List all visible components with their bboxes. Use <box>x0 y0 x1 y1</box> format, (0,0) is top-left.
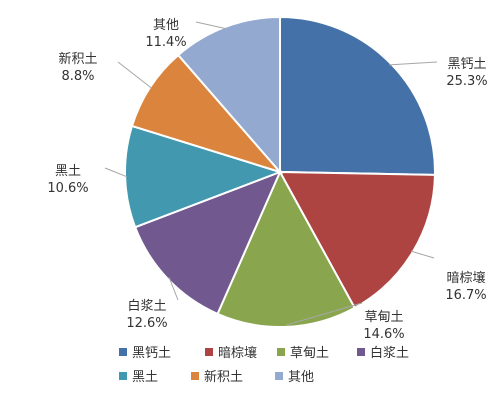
legend-label-3: 白浆土 <box>370 345 409 361</box>
legend-swatch-2 <box>277 348 285 356</box>
legend-swatch-0 <box>119 348 127 356</box>
pie-slice-1 <box>278 170 436 310</box>
leader-line-2 <box>286 302 363 326</box>
legend-swatch-3 <box>357 348 365 356</box>
slice-label-name-5: 新积土 <box>58 51 97 67</box>
slice-label-value-3: 12.6% <box>126 316 167 331</box>
leader-line-4 <box>104 167 128 178</box>
slice-label-name-6: 其他 <box>153 18 179 33</box>
legend-label-0: 黑钙土 <box>132 346 171 361</box>
leader-line-1 <box>410 250 435 259</box>
slice-label-name-0: 黑钙土 <box>447 57 486 72</box>
leader-line-6 <box>195 21 227 30</box>
leader-line-0 <box>389 61 438 66</box>
slice-label-name-4: 黑土 <box>55 164 81 179</box>
legend-label-1: 暗棕壤 <box>218 345 257 361</box>
slice-label-value-1: 16.7% <box>445 288 486 303</box>
slice-label-value-6: 11.4% <box>145 35 186 50</box>
slice-labels: 黑钙土 25.3% 暗棕壤 16.7% 草甸土 14.6% 白浆土 12.6% 黑土 10.6% 新… <box>47 18 487 342</box>
pie-slices <box>124 15 436 328</box>
slice-label-name-1: 暗棕壤 <box>446 270 485 286</box>
legend-label-2: 草甸土 <box>290 346 329 361</box>
legend-swatch-6 <box>275 372 283 380</box>
slice-label-value-4: 10.6% <box>47 181 88 196</box>
legend-swatch-5 <box>191 372 199 380</box>
slice-label-name-3: 白浆土 <box>127 298 166 314</box>
leader-line-5 <box>117 61 153 89</box>
leader-lines <box>104 21 438 326</box>
pie-slice-4 <box>124 124 284 229</box>
slice-label-value-2: 14.6% <box>363 327 404 342</box>
pie-slice-0 <box>279 15 436 176</box>
legend-swatch-1 <box>205 348 213 356</box>
legend-label-6: 其他 <box>288 370 314 385</box>
slice-label-value-5: 8.8% <box>61 69 94 84</box>
legend-label-4: 黑土 <box>132 370 158 385</box>
legend-swatch-4 <box>119 372 127 380</box>
legend-label-5: 新积土 <box>204 369 243 385</box>
pie-slice-6 <box>176 15 281 175</box>
slice-label-value-0: 25.3% <box>446 74 487 89</box>
pie-slice-3 <box>133 170 282 316</box>
pie-slice-2 <box>216 169 357 328</box>
leader-line-3 <box>168 277 179 301</box>
slice-label-name-2: 草甸土 <box>364 310 403 325</box>
